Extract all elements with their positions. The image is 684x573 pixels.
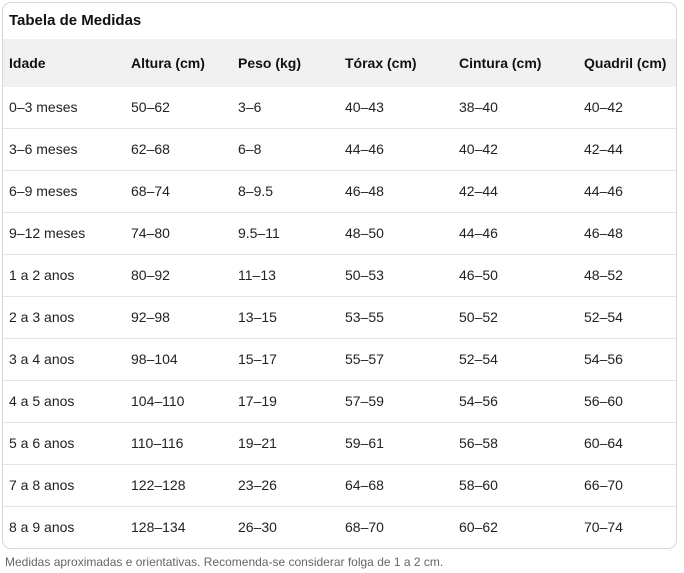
table-cell: 5 a 6 anos bbox=[3, 422, 125, 465]
table-cell: 6–9 meses bbox=[3, 170, 125, 213]
table-cell: 1 a 2 anos bbox=[3, 254, 125, 297]
table-cell: 92–98 bbox=[125, 296, 232, 339]
table-row: 3 a 4 anos 98–104 15–17 55–57 52–54 54–56 bbox=[3, 338, 676, 381]
column-header-quadril: Quadril (cm) bbox=[578, 39, 676, 87]
table-cell: 46–50 bbox=[453, 254, 578, 297]
table-cell: 8 a 9 anos bbox=[3, 506, 125, 548]
table-cell: 15–17 bbox=[232, 338, 339, 381]
table-cell: 122–128 bbox=[125, 464, 232, 507]
table-cell: 9–12 meses bbox=[3, 212, 125, 255]
table-cell: 64–68 bbox=[339, 464, 453, 507]
table-cell: 62–68 bbox=[125, 128, 232, 171]
table-cell: 59–61 bbox=[339, 422, 453, 465]
table-cell: 42–44 bbox=[453, 170, 578, 213]
table-cell: 104–110 bbox=[125, 380, 232, 423]
table-row: 0–3 meses 50–62 3–6 40–43 38–40 40–42 bbox=[3, 87, 676, 129]
table-cell: 58–60 bbox=[453, 464, 578, 507]
table-row: 6–9 meses 68–74 8–9.5 46–48 42–44 44–46 bbox=[3, 170, 676, 213]
column-header-torax: Tórax (cm) bbox=[339, 39, 453, 87]
table-cell: 8–9.5 bbox=[232, 170, 339, 213]
table-cell: 52–54 bbox=[578, 296, 676, 339]
table-cell: 50–53 bbox=[339, 254, 453, 297]
table-row: 4 a 5 anos 104–110 17–19 57–59 54–56 56–60 bbox=[3, 380, 676, 423]
table-row: 8 a 9 anos 128–134 26–30 68–70 60–62 70–74 bbox=[3, 506, 676, 548]
size-chart-card: Tabela de Medidas Idade Altura (cm) Peso… bbox=[2, 2, 677, 549]
column-header-peso: Peso (kg) bbox=[232, 39, 339, 87]
table-row: 2 a 3 anos 92–98 13–15 53–55 50–52 52–54 bbox=[3, 296, 676, 339]
table-cell: 98–104 bbox=[125, 338, 232, 381]
table-cell: 48–52 bbox=[578, 254, 676, 297]
table-cell: 56–58 bbox=[453, 422, 578, 465]
table-cell: 26–30 bbox=[232, 506, 339, 548]
column-header-idade: Idade bbox=[3, 39, 125, 87]
table-cell: 54–56 bbox=[578, 338, 676, 381]
table-cell: 110–116 bbox=[125, 422, 232, 465]
table-row: 5 a 6 anos 110–116 19–21 59–61 56–58 60–64 bbox=[3, 422, 676, 465]
table-row: 3–6 meses 62–68 6–8 44–46 40–42 42–44 bbox=[3, 128, 676, 171]
table-cell: 3–6 meses bbox=[3, 128, 125, 171]
table-cell: 60–62 bbox=[453, 506, 578, 548]
table-cell: 57–59 bbox=[339, 380, 453, 423]
table-cell: 46–48 bbox=[578, 212, 676, 255]
size-chart-table: Idade Altura (cm) Peso (kg) Tórax (cm) C… bbox=[3, 39, 676, 548]
table-cell: 40–42 bbox=[578, 87, 676, 129]
table-cell: 4 a 5 anos bbox=[3, 380, 125, 423]
table-cell: 3–6 bbox=[232, 87, 339, 129]
table-cell: 40–43 bbox=[339, 87, 453, 129]
table-cell: 50–52 bbox=[453, 296, 578, 339]
table-cell: 55–57 bbox=[339, 338, 453, 381]
table-cell: 48–50 bbox=[339, 212, 453, 255]
table-cell: 6–8 bbox=[232, 128, 339, 171]
table-cell: 68–74 bbox=[125, 170, 232, 213]
table-cell: 19–21 bbox=[232, 422, 339, 465]
table-cell: 80–92 bbox=[125, 254, 232, 297]
table-cell: 0–3 meses bbox=[3, 87, 125, 129]
table-body: 0–3 meses 50–62 3–6 40–43 38–40 40–42 3–6 mese… bbox=[3, 87, 676, 548]
table-cell: 60–64 bbox=[578, 422, 676, 465]
table-cell: 23–26 bbox=[232, 464, 339, 507]
table-cell: 70–74 bbox=[578, 506, 676, 548]
table-cell: 50–62 bbox=[125, 87, 232, 129]
table-title: Tabela de Medidas bbox=[9, 12, 142, 29]
table-cell: 44–46 bbox=[578, 170, 676, 213]
table-cell: 56–60 bbox=[578, 380, 676, 423]
table-cell: 68–70 bbox=[339, 506, 453, 548]
table-cell: 2 a 3 anos bbox=[3, 296, 125, 339]
table-cell: 11–13 bbox=[232, 254, 339, 297]
table-cell: 53–55 bbox=[339, 296, 453, 339]
table-header: Idade Altura (cm) Peso (kg) Tórax (cm) C… bbox=[3, 39, 676, 87]
table-cell: 9.5–11 bbox=[232, 212, 339, 255]
table-cell: 54–56 bbox=[453, 380, 578, 423]
footnote: Medidas aproximadas e orientativas. Reco… bbox=[5, 555, 444, 569]
table-cell: 40–42 bbox=[453, 128, 578, 171]
table-cell: 3 a 4 anos bbox=[3, 338, 125, 381]
table-cell: 44–46 bbox=[453, 212, 578, 255]
table-cell: 42–44 bbox=[578, 128, 676, 171]
table-cell: 74–80 bbox=[125, 212, 232, 255]
table-cell: 46–48 bbox=[339, 170, 453, 213]
table-row: 9–12 meses 74–80 9.5–11 48–50 44–46 46–48 bbox=[3, 212, 676, 255]
column-header-altura: Altura (cm) bbox=[125, 39, 232, 87]
table-cell: 52–54 bbox=[453, 338, 578, 381]
table-cell: 13–15 bbox=[232, 296, 339, 339]
table-cell: 38–40 bbox=[453, 87, 578, 129]
table-row: 1 a 2 anos 80–92 11–13 50–53 46–50 48–52 bbox=[3, 254, 676, 297]
table-cell: 66–70 bbox=[578, 464, 676, 507]
table-cell: 128–134 bbox=[125, 506, 232, 548]
table-cell: 7 a 8 anos bbox=[3, 464, 125, 507]
column-header-cintura: Cintura (cm) bbox=[453, 39, 578, 87]
table-cell: 44–46 bbox=[339, 128, 453, 171]
table-cell: 17–19 bbox=[232, 380, 339, 423]
header-row: Idade Altura (cm) Peso (kg) Tórax (cm) C… bbox=[3, 39, 676, 87]
table-row: 7 a 8 anos 122–128 23–26 64–68 58–60 66–70 bbox=[3, 464, 676, 507]
